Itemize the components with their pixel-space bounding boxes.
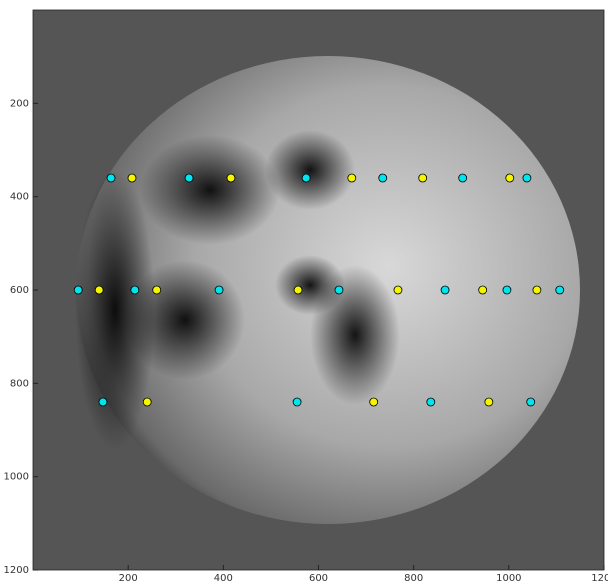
point xyxy=(227,174,235,182)
point xyxy=(427,398,435,406)
point xyxy=(379,174,387,182)
point xyxy=(419,174,427,182)
point xyxy=(523,174,531,182)
point xyxy=(479,286,487,294)
background-image xyxy=(33,10,604,570)
point xyxy=(348,174,356,182)
point xyxy=(302,174,310,182)
x-tick-label: 1200 xyxy=(591,573,608,583)
point xyxy=(294,286,302,294)
point xyxy=(335,286,343,294)
x-tick-label: 400 xyxy=(214,573,233,583)
point xyxy=(153,286,161,294)
point xyxy=(74,286,82,294)
y-tick-label: 200 xyxy=(10,98,29,109)
y-tick-label: 1000 xyxy=(4,472,29,483)
x-tick-label: 600 xyxy=(309,573,328,583)
point xyxy=(506,174,514,182)
point xyxy=(503,286,511,294)
point xyxy=(215,286,223,294)
point xyxy=(394,286,402,294)
point xyxy=(128,174,136,182)
y-tick-label: 600 xyxy=(10,285,29,296)
point xyxy=(107,174,115,182)
point xyxy=(556,286,564,294)
y-tick-label: 800 xyxy=(10,378,29,389)
y-tick-label: 1200 xyxy=(4,565,29,576)
point xyxy=(95,286,103,294)
x-tick-label: 200 xyxy=(119,573,138,583)
point xyxy=(131,286,139,294)
point xyxy=(99,398,107,406)
chart: 200 400 600 800 1000 1200 200 400 600 800 1000 1200 xyxy=(0,0,608,583)
y-tick-label: 400 xyxy=(10,192,29,203)
point xyxy=(370,398,378,406)
x-tick-label: 1000 xyxy=(496,573,521,583)
point xyxy=(527,398,535,406)
point xyxy=(293,398,301,406)
point xyxy=(143,398,151,406)
point xyxy=(185,174,193,182)
point xyxy=(441,286,449,294)
point xyxy=(533,286,541,294)
x-tick-label: 800 xyxy=(404,573,423,583)
point xyxy=(485,398,493,406)
point xyxy=(459,174,467,182)
